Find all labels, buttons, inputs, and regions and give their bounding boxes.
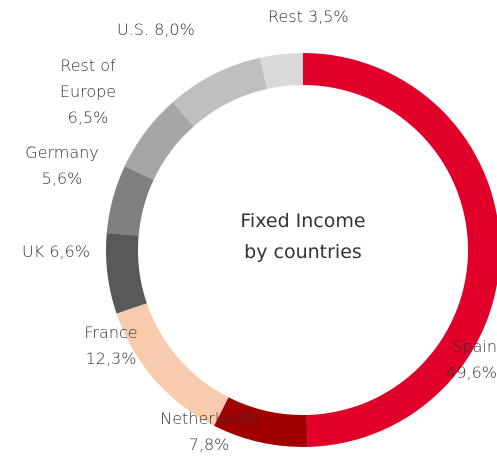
category-label: Rest <box>268 7 303 26</box>
category-label: UK <box>22 242 45 261</box>
category-label: Spain <box>452 337 497 356</box>
value-label: 6,5% <box>67 108 109 127</box>
center-label: Fixed Income by countries <box>183 206 423 268</box>
value-label: 3,5% <box>307 7 349 26</box>
value-label: 12,3% <box>85 349 137 368</box>
slice-label: Spain 49,6% <box>430 334 497 386</box>
segment <box>172 57 267 127</box>
category-label: France <box>84 323 138 342</box>
segment <box>214 397 308 447</box>
segment <box>259 53 303 89</box>
value-label: 5,6% <box>41 169 83 188</box>
slice-label: France 12,3% <box>66 320 156 372</box>
value-label: 49,6% <box>446 363 497 382</box>
category-label: U.S. <box>117 20 150 39</box>
value-label: 6,6% <box>49 242 90 261</box>
value-label: 7,8% <box>188 435 230 454</box>
segment <box>105 232 147 314</box>
category-label: Netherlands <box>160 409 258 428</box>
slice-label: U.S. 8,0% <box>117 17 257 43</box>
center-line: by countries <box>244 241 362 263</box>
slice-label: Rest of Europe 6,5% <box>48 53 128 131</box>
value-label: 8,0% <box>154 20 195 39</box>
slice-label: Rest 3,5% <box>268 4 388 30</box>
slice-label: Germany 5,6% <box>12 140 112 192</box>
segment <box>106 166 154 236</box>
segment <box>303 53 497 447</box>
category-label: Rest of Europe <box>59 56 117 101</box>
segment <box>124 102 194 180</box>
segment <box>116 303 229 426</box>
slice-label: Netherlands 7,8% <box>156 406 262 458</box>
category-label: Germany <box>25 143 99 162</box>
slice-label: UK 6,6% <box>0 239 90 265</box>
center-line: Fixed Income <box>240 210 366 232</box>
